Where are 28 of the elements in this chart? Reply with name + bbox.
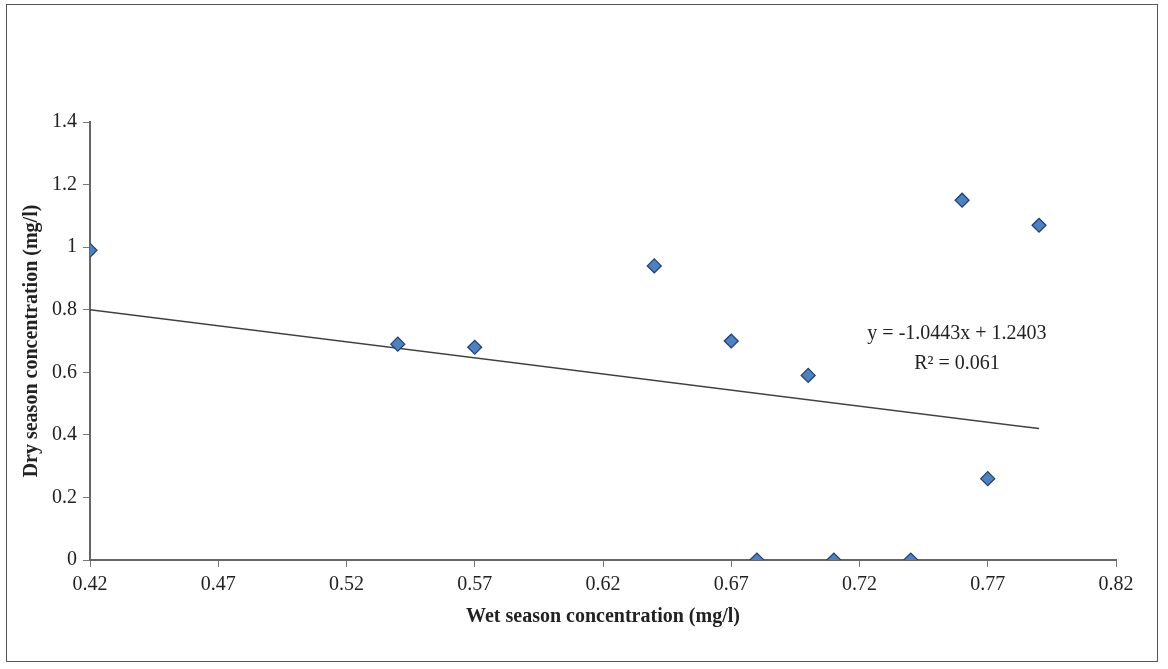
y-tick-label: 0.6	[52, 359, 77, 382]
y-tick-label: 0.8	[52, 296, 77, 319]
point	[467, 339, 483, 355]
x-tick-label: 0.47	[200, 572, 236, 595]
annotation: R² = 0.061	[914, 350, 1000, 373]
point	[954, 192, 970, 208]
x-axis-title: Wet season concentration (mg/l)	[466, 604, 740, 628]
y-tick-label: 1.2	[52, 171, 77, 194]
point	[646, 258, 662, 274]
point	[390, 336, 406, 352]
point	[1031, 217, 1047, 233]
x-tick-label: 0.67	[713, 572, 749, 595]
x-tick-label: 0.52	[329, 572, 364, 595]
y-tick-label: 0.4	[52, 422, 77, 445]
y-tick-label: 0.2	[52, 484, 77, 507]
y-tick-label: 0	[67, 547, 77, 570]
y-tick-label: 1.4	[52, 109, 77, 132]
y-axis-title: Dry season concentration (mg/l)	[19, 204, 43, 478]
x-tick-label: 0.77	[970, 572, 1006, 595]
x-tick-label: 0.57	[457, 572, 493, 595]
x-tick-label: 0.42	[72, 572, 108, 595]
y-tick-label: 1	[67, 234, 77, 257]
annotation: y = -1.0443x + 1.2403	[867, 320, 1047, 344]
point	[800, 367, 816, 384]
x-tick-label: 0.82	[1098, 572, 1134, 595]
x-tick-label: 0.72	[842, 572, 877, 595]
point	[723, 333, 739, 349]
x-tick-label: 0.62	[585, 572, 621, 595]
